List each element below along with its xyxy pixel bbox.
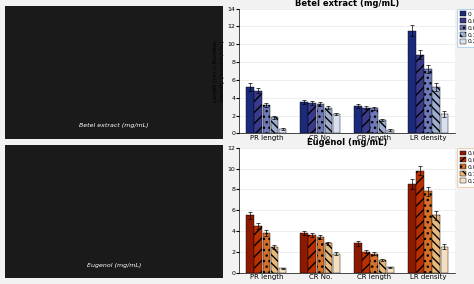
Bar bbox=[441, 114, 448, 133]
Bar bbox=[432, 87, 440, 133]
Bar bbox=[370, 108, 378, 133]
Bar bbox=[354, 243, 362, 273]
Bar bbox=[441, 247, 448, 273]
Bar bbox=[255, 226, 262, 273]
Bar bbox=[309, 103, 316, 133]
Bar bbox=[362, 252, 370, 273]
Bar bbox=[408, 184, 416, 273]
Bar bbox=[246, 87, 254, 133]
Bar bbox=[387, 130, 394, 133]
Bar bbox=[279, 129, 286, 133]
Bar bbox=[263, 233, 270, 273]
Bar bbox=[325, 243, 332, 273]
Bar bbox=[333, 114, 340, 133]
Bar bbox=[300, 102, 308, 133]
Bar bbox=[333, 254, 340, 273]
Bar bbox=[325, 108, 332, 133]
Text: Betel extract (mg/mL): Betel extract (mg/mL) bbox=[79, 124, 148, 128]
Bar bbox=[317, 104, 324, 133]
Bar bbox=[362, 108, 370, 133]
Bar bbox=[309, 235, 316, 273]
Y-axis label: Length (cm.), Number,
Density (number/cm.): Length (cm.), Number, Density (number/cm… bbox=[213, 40, 225, 102]
Bar bbox=[354, 106, 362, 133]
Title: Betel extract (mg/mL): Betel extract (mg/mL) bbox=[295, 0, 399, 8]
Text: Eugenol (mg/mL): Eugenol (mg/mL) bbox=[87, 263, 141, 268]
Bar bbox=[317, 237, 324, 273]
Bar bbox=[271, 117, 278, 133]
Bar bbox=[263, 105, 270, 133]
Bar bbox=[424, 69, 432, 133]
Bar bbox=[387, 268, 394, 273]
Bar bbox=[246, 215, 254, 273]
Bar bbox=[416, 171, 424, 273]
Bar bbox=[300, 233, 308, 273]
Bar bbox=[379, 260, 386, 273]
Bar bbox=[279, 268, 286, 273]
Title: Eugenol (mg/mL): Eugenol (mg/mL) bbox=[307, 138, 387, 147]
Bar bbox=[416, 55, 424, 133]
Bar bbox=[379, 120, 386, 133]
Bar bbox=[255, 91, 262, 133]
Bar bbox=[408, 31, 416, 133]
Legend: 0, 0.025, 0.05, 0.1, 0.2: 0, 0.025, 0.05, 0.1, 0.2 bbox=[457, 9, 474, 47]
Bar bbox=[424, 191, 432, 273]
Legend: 0.0, 0.025, 0.05, 0.1, 0.2: 0.0, 0.025, 0.05, 0.1, 0.2 bbox=[457, 148, 474, 187]
Bar bbox=[370, 254, 378, 273]
Bar bbox=[432, 215, 440, 273]
Bar bbox=[271, 247, 278, 273]
